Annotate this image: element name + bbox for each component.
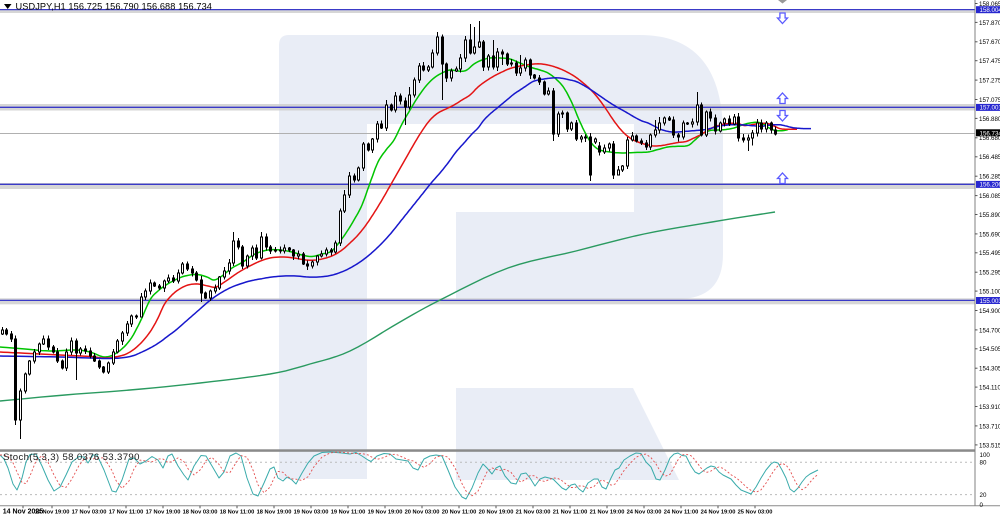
svg-text:157.075: 157.075 xyxy=(979,97,1000,104)
svg-text:17 Nov 19:00: 17 Nov 19:00 xyxy=(146,509,181,515)
svg-text:154.305: 154.305 xyxy=(979,366,1000,373)
svg-text:155.690: 155.690 xyxy=(979,231,1000,238)
svg-text:154.110: 154.110 xyxy=(979,385,1000,392)
svg-text:Stoch(5,3,3) 58.0376 53.3790: Stoch(5,3,3) 58.0376 53.3790 xyxy=(3,452,140,463)
svg-text:153.515: 153.515 xyxy=(979,442,1000,449)
svg-text:18 Nov 03:00: 18 Nov 03:00 xyxy=(183,509,218,515)
svg-text:100: 100 xyxy=(980,452,991,459)
svg-text:17 Nov 11:00: 17 Nov 11:00 xyxy=(109,509,143,515)
svg-text:19 Nov 03:00: 19 Nov 03:00 xyxy=(294,509,329,515)
svg-text:155.890: 155.890 xyxy=(979,212,1000,219)
svg-text:80: 80 xyxy=(980,460,987,467)
svg-text:20: 20 xyxy=(980,492,987,499)
svg-text:24 Nov 03:00: 24 Nov 03:00 xyxy=(627,509,662,515)
svg-text:21 Nov 19:00: 21 Nov 19:00 xyxy=(590,509,625,515)
svg-text:156.880: 156.880 xyxy=(979,116,1000,123)
svg-text:17 Nov 03:00: 17 Nov 03:00 xyxy=(72,509,107,515)
svg-text:19 Nov 11:00: 19 Nov 11:00 xyxy=(331,509,365,515)
svg-text:155.100: 155.100 xyxy=(979,289,1000,296)
svg-text:158.004: 158.004 xyxy=(980,7,1000,14)
svg-text:18 Nov 19:00: 18 Nov 19:00 xyxy=(257,509,292,515)
svg-text:155.003: 155.003 xyxy=(980,298,1000,305)
svg-text:157.670: 157.670 xyxy=(979,39,1000,46)
svg-text:20 Nov 03:00: 20 Nov 03:00 xyxy=(405,509,440,515)
svg-text:19 Nov 19:00: 19 Nov 19:00 xyxy=(368,509,403,515)
svg-text:153.710: 153.710 xyxy=(979,423,1000,430)
svg-text:0: 0 xyxy=(980,502,984,509)
svg-text:155.295: 155.295 xyxy=(979,270,1000,277)
svg-text:21 Nov 03:00: 21 Nov 03:00 xyxy=(516,509,551,515)
svg-text:USDJPY,H1 156.725 156.790 156: USDJPY,H1 156.725 156.790 156.688 156.73… xyxy=(16,1,213,11)
svg-text:154.700: 154.700 xyxy=(979,327,1000,334)
svg-text:157.001: 157.001 xyxy=(980,105,1000,112)
svg-text:154.900: 154.900 xyxy=(979,308,1000,315)
svg-text:157.475: 157.475 xyxy=(979,58,1000,65)
svg-text:20 Nov 11:00: 20 Nov 11:00 xyxy=(442,509,476,515)
svg-text:153.910: 153.910 xyxy=(979,404,1000,411)
svg-text:157.870: 157.870 xyxy=(979,20,1000,27)
svg-text:156.485: 156.485 xyxy=(979,154,1000,161)
svg-text:156.285: 156.285 xyxy=(979,174,1000,181)
svg-text:14 Nov 19:00: 14 Nov 19:00 xyxy=(35,509,70,515)
svg-text:24 Nov 11:00: 24 Nov 11:00 xyxy=(664,509,698,515)
svg-text:156.085: 156.085 xyxy=(979,193,1000,200)
svg-text:21 Nov 11:00: 21 Nov 11:00 xyxy=(553,509,587,515)
svg-text:20 Nov 19:00: 20 Nov 19:00 xyxy=(479,509,514,515)
svg-text:25 Nov 03:00: 25 Nov 03:00 xyxy=(738,509,773,515)
svg-text:156.734: 156.734 xyxy=(980,131,1000,138)
svg-text:18 Nov 11:00: 18 Nov 11:00 xyxy=(220,509,254,515)
svg-text:157.275: 157.275 xyxy=(979,78,1000,85)
svg-text:155.495: 155.495 xyxy=(979,250,1000,257)
svg-text:24 Nov 19:00: 24 Nov 19:00 xyxy=(701,509,736,515)
svg-text:156.206: 156.206 xyxy=(980,182,1000,189)
svg-text:154.505: 154.505 xyxy=(979,346,1000,353)
